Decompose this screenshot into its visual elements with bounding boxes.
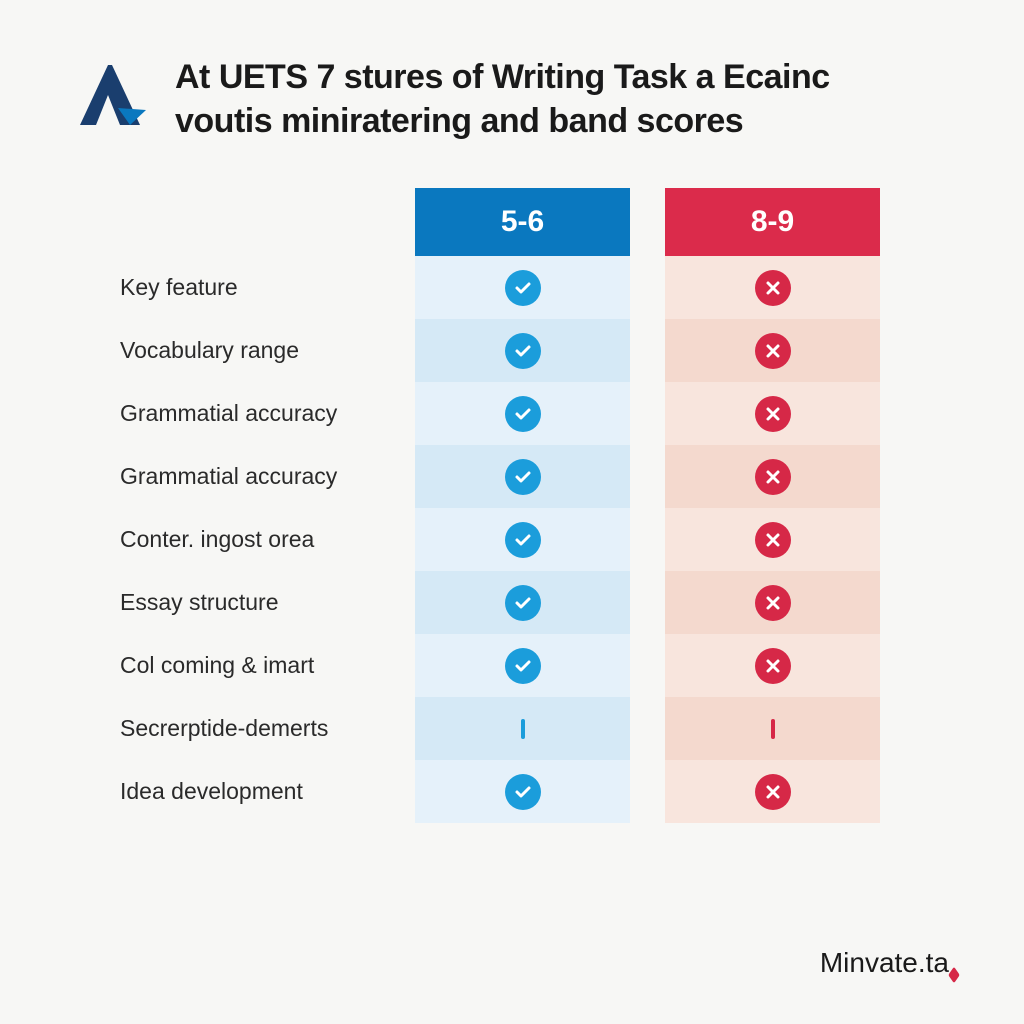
cell-col2 [665, 634, 880, 697]
cell-col1 [415, 319, 630, 382]
cell-col2 [665, 697, 880, 760]
cross-icon [755, 396, 791, 432]
check-icon [505, 459, 541, 495]
row-label: Vocabulary range [105, 337, 415, 364]
cell-col1 [415, 571, 630, 634]
check-icon [505, 522, 541, 558]
cell-col2 [665, 256, 880, 319]
table-row: Conter. ingost orea [105, 508, 954, 571]
check-icon [505, 774, 541, 810]
cell-col1 [415, 634, 630, 697]
column-gap [630, 188, 665, 256]
dash-icon [521, 719, 525, 739]
cell-col2 [665, 571, 880, 634]
table-row: Grammatial accuracy [105, 382, 954, 445]
page-container: ® At UETS 7 stures of Writing Task a Eca… [0, 0, 1024, 863]
cross-icon [755, 585, 791, 621]
cross-icon [755, 522, 791, 558]
table-row: Essay structure [105, 571, 954, 634]
cross-icon [755, 774, 791, 810]
row-label: Grammatial accuracy [105, 400, 415, 427]
column-header-2: 8-9 [665, 188, 880, 256]
dash-icon [771, 719, 775, 739]
cell-col1 [415, 760, 630, 823]
cell-col2 [665, 508, 880, 571]
table-row: Secrerptide-demerts [105, 697, 954, 760]
cell-col1 [415, 508, 630, 571]
footer-brand: Minvate.ta [820, 947, 949, 979]
cell-col2 [665, 760, 880, 823]
table-row: Idea development [105, 760, 954, 823]
check-icon [505, 333, 541, 369]
cross-icon [755, 270, 791, 306]
table-row: Key feature [105, 256, 954, 319]
table-row: Grammatial accuracy [105, 445, 954, 508]
table-row: Col coming & imart [105, 634, 954, 697]
cross-icon [755, 648, 791, 684]
logo-a-icon [70, 60, 150, 135]
row-label: Secrerptide-demerts [105, 715, 415, 742]
check-icon [505, 648, 541, 684]
table-header-row: 5-6 8-9 [105, 188, 954, 256]
cross-icon [755, 333, 791, 369]
table-body: Key feature Vocabulary range Grammatial ac… [105, 256, 954, 823]
cell-col1 [415, 445, 630, 508]
cell-col1 [415, 256, 630, 319]
row-label: Col coming & imart [105, 652, 415, 679]
cell-col1 [415, 697, 630, 760]
cell-col2 [665, 445, 880, 508]
row-label: Conter. ingost orea [105, 526, 415, 553]
comparison-table: 5-6 8-9 Key feature Vocabulary range Gramm… [105, 188, 954, 823]
cross-icon [755, 459, 791, 495]
table-row: Vocabulary range [105, 319, 954, 382]
logo: ® [70, 60, 150, 140]
row-label: Key feature [105, 274, 415, 301]
check-icon [505, 585, 541, 621]
page-title: At UETS 7 stures of Writing Task a Ecain… [175, 55, 830, 143]
header: ® At UETS 7 stures of Writing Task a Eca… [70, 55, 954, 143]
row-label: Idea development [105, 778, 415, 805]
cell-col2 [665, 382, 880, 445]
check-icon [505, 270, 541, 306]
label-column-header [105, 188, 415, 256]
column-header-1: 5-6 [415, 188, 630, 256]
cell-col1 [415, 382, 630, 445]
check-icon [505, 396, 541, 432]
row-label: Essay structure [105, 589, 415, 616]
row-label: Grammatial accuracy [105, 463, 415, 490]
cell-col2 [665, 319, 880, 382]
